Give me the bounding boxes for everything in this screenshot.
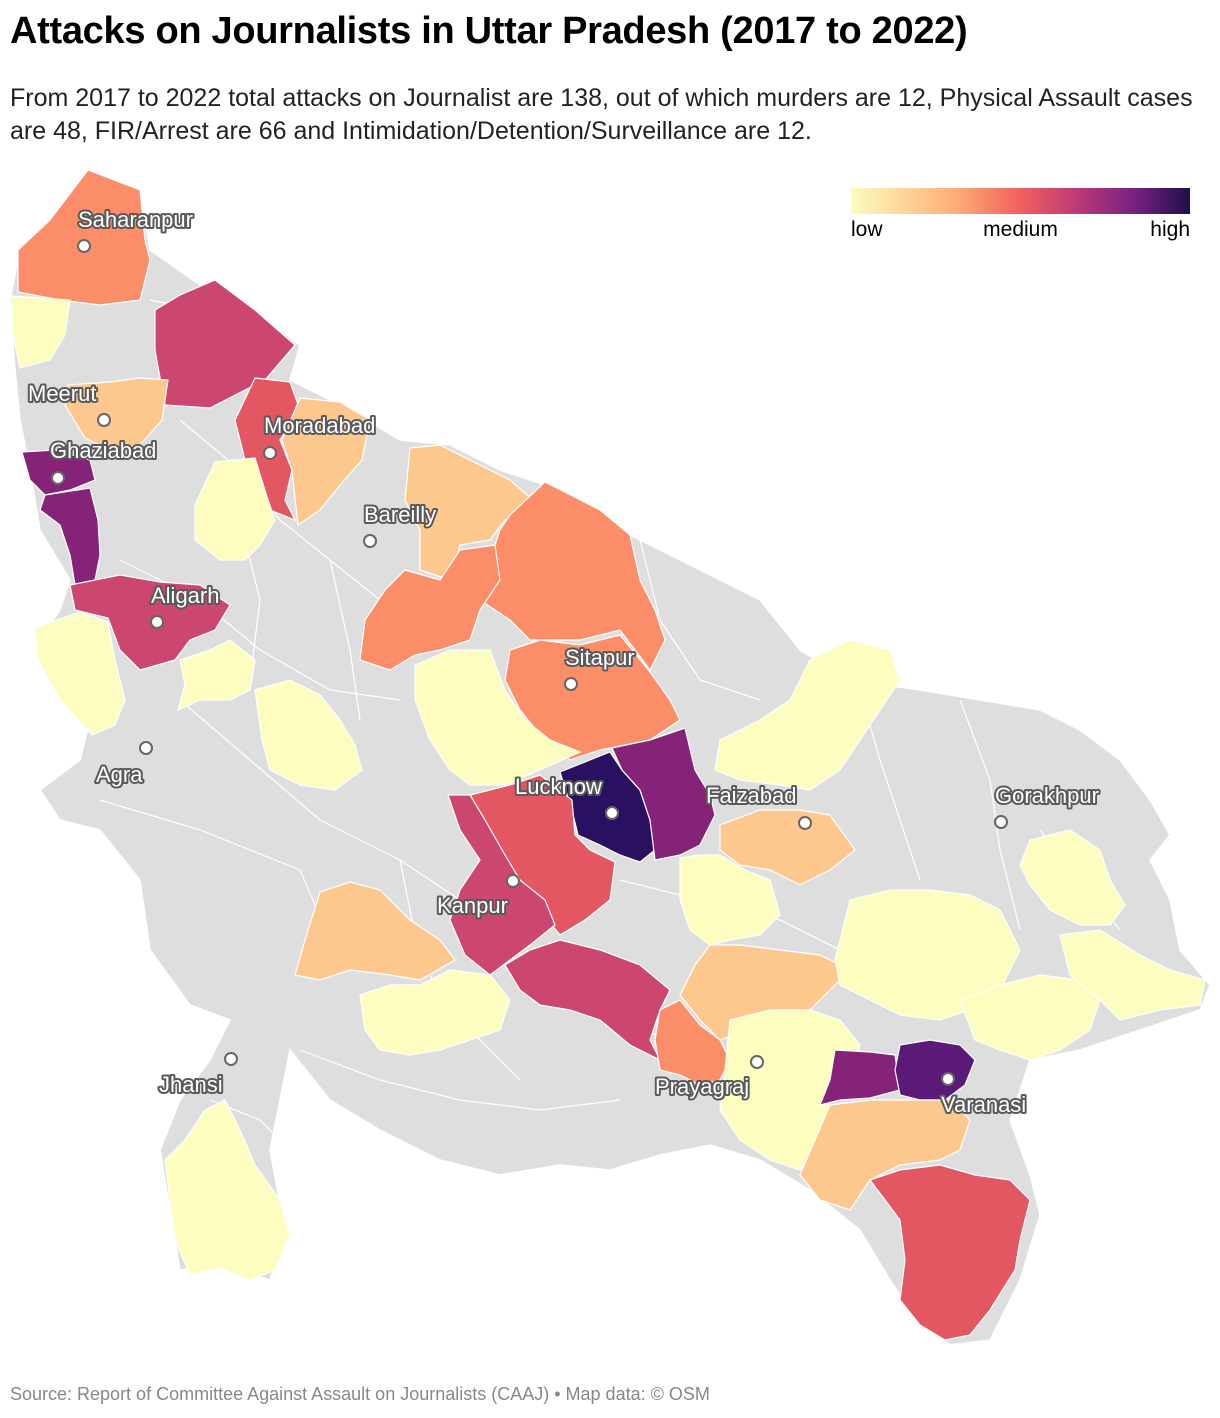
legend-gradient-bar xyxy=(851,188,1190,214)
city-label: Moradabad xyxy=(264,413,375,438)
map-subtitle: From 2017 to 2022 total attacks on Journ… xyxy=(10,84,1193,145)
city-markers: Saharanpur Meerut Ghaziabad Moradabad Ba… xyxy=(26,205,1101,1119)
city-label: Prayagraj xyxy=(655,1074,749,1099)
district-deoria xyxy=(1019,829,1126,926)
city-label: Gorakhpur xyxy=(995,783,1099,808)
city-label: Jhansi xyxy=(159,1072,223,1097)
city-label: Sitapur xyxy=(565,645,635,670)
city-dot xyxy=(605,806,619,820)
district-bhadohi xyxy=(819,1049,901,1106)
city-marker: Meerut xyxy=(26,379,111,427)
city-label: Lucknow xyxy=(515,774,602,799)
city-label: Bareilly xyxy=(364,502,436,527)
district-jalaun xyxy=(294,881,456,981)
city-dot xyxy=(994,815,1008,829)
city-label: Kanpur xyxy=(437,893,508,918)
uttar-pradesh-map: Saharanpur Meerut Ghaziabad Moradabad Ba… xyxy=(9,169,1211,1346)
city-label: Agra xyxy=(96,762,143,787)
city-dot xyxy=(77,239,91,253)
district-mirzapur xyxy=(799,1099,971,1211)
city-dot xyxy=(363,534,377,548)
city-marker: Jhansi xyxy=(157,1052,238,1099)
city-dot xyxy=(263,446,277,460)
district-hamirpur xyxy=(359,969,511,1056)
city-dot xyxy=(941,1072,955,1086)
city-dot xyxy=(750,1055,764,1069)
district-jhansi-lalitpur xyxy=(164,1099,291,1281)
district-varanasi xyxy=(894,1039,976,1101)
legend-low-label: low xyxy=(851,218,883,241)
city-dot xyxy=(139,741,153,755)
district-shamli xyxy=(11,295,71,369)
city-marker: Ghaziabad xyxy=(48,436,158,485)
district-faizabad xyxy=(719,809,856,886)
city-marker: Varanasi xyxy=(939,1072,1028,1119)
district-ballia xyxy=(1059,929,1206,1021)
district-bahraich xyxy=(714,639,901,791)
city-dot xyxy=(506,874,520,888)
city-dot xyxy=(798,816,812,830)
city-marker: Agra xyxy=(94,741,153,789)
city-dot xyxy=(224,1052,238,1066)
legend-high-label: high xyxy=(1150,218,1190,241)
city-label: Ghaziabad xyxy=(50,438,156,463)
city-dot xyxy=(97,413,111,427)
district-fatehpur xyxy=(504,939,671,1062)
city-marker: Moradabad xyxy=(262,411,377,460)
district-sonbhadra xyxy=(869,1164,1031,1341)
district-budaun-north xyxy=(194,457,276,561)
district-hathras xyxy=(177,639,256,712)
district-etah xyxy=(254,679,363,791)
district-rampur xyxy=(281,397,371,527)
legend-labels: low medium high xyxy=(851,214,1190,244)
city-marker: Aligarh xyxy=(149,581,221,629)
district-meerut xyxy=(64,377,169,451)
city-marker: Sitapur xyxy=(563,643,637,691)
city-label: Saharanpur xyxy=(78,207,193,232)
city-label: Meerut xyxy=(28,381,96,406)
district-sitapur xyxy=(504,634,681,761)
district-barabanki xyxy=(611,727,716,861)
district-kanpur xyxy=(447,794,556,976)
district-hardoi xyxy=(414,649,582,786)
district-mathura xyxy=(34,611,126,736)
district-jaunpur xyxy=(959,974,1101,1061)
city-marker: Saharanpur xyxy=(76,205,195,253)
city-label: Faizabad xyxy=(706,783,797,808)
district-saharanpur xyxy=(17,169,151,306)
city-dot xyxy=(564,677,578,691)
city-marker: Gorakhpur xyxy=(993,781,1101,829)
city-marker: Faizabad xyxy=(704,781,812,830)
city-marker: Lucknow xyxy=(513,772,619,820)
district-pilibhit xyxy=(404,444,537,581)
district-shahjahanpur xyxy=(359,544,501,671)
colored-districts xyxy=(11,169,1206,1341)
city-marker: Kanpur xyxy=(435,874,520,920)
map-title: Attacks on Journalists in Uttar Pradesh … xyxy=(10,10,968,52)
city-label: Aligarh xyxy=(151,583,219,608)
district-kaushambi xyxy=(654,999,731,1086)
district-raebareli xyxy=(679,854,781,946)
city-marker: Bareilly xyxy=(362,500,438,548)
legend-medium-label: medium xyxy=(983,218,1058,241)
city-label: Varanasi xyxy=(941,1092,1026,1117)
district-aligarh xyxy=(69,574,231,671)
city-marker: Prayagraj xyxy=(653,1055,764,1101)
source-note: Source: Report of Committee Against Assa… xyxy=(10,1384,710,1404)
city-dot xyxy=(51,471,65,485)
city-dot xyxy=(150,615,164,629)
color-legend: low medium high xyxy=(851,188,1190,244)
